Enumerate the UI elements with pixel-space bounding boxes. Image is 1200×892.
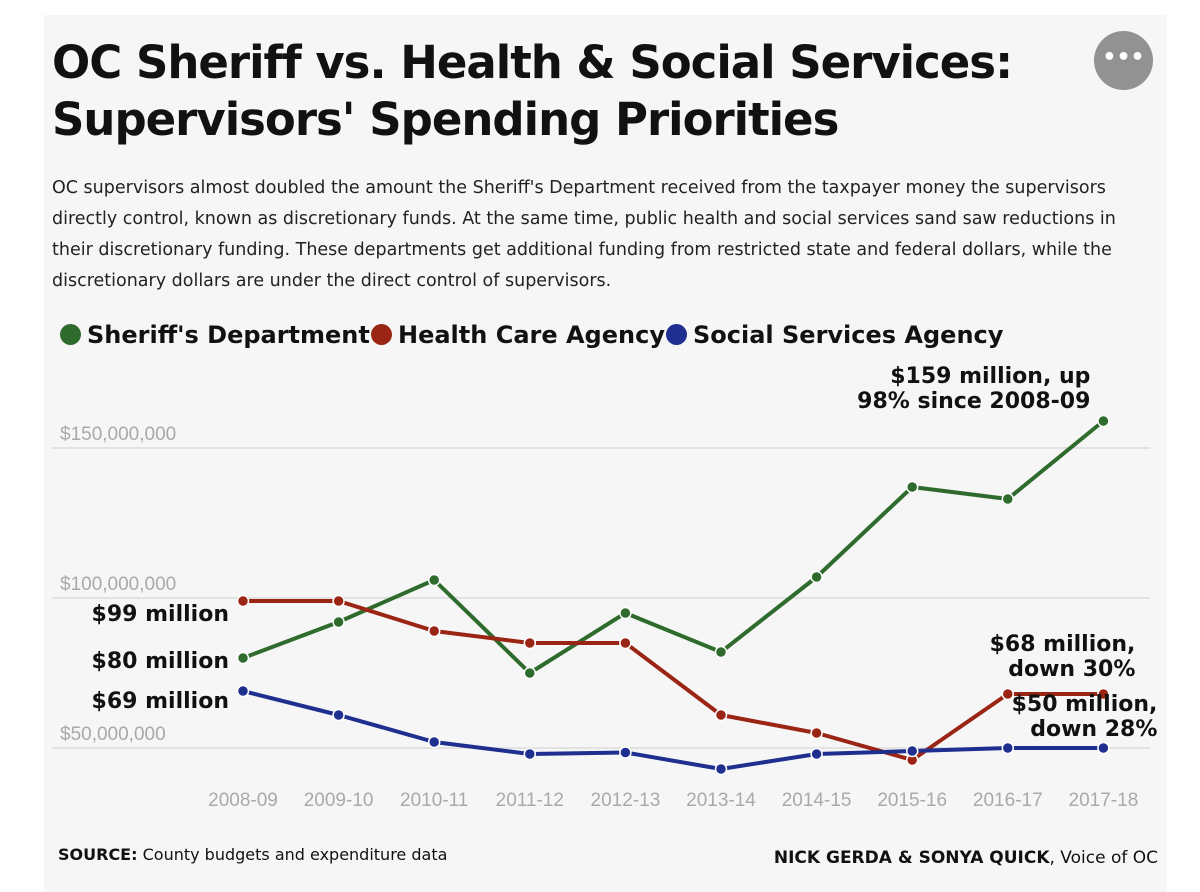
data-point <box>523 747 537 761</box>
data-point <box>714 762 728 776</box>
data-point <box>1097 741 1110 755</box>
legend-label-social: Social Services Agency <box>693 321 1004 349</box>
data-label: $99 million <box>92 602 229 627</box>
data-point <box>905 480 919 494</box>
data-point <box>1001 492 1015 506</box>
data-point <box>619 636 632 650</box>
data-point <box>427 735 441 749</box>
legend-dot-health <box>371 324 392 345</box>
data-point <box>332 615 345 629</box>
data-point <box>1001 741 1015 755</box>
data-point <box>905 744 919 758</box>
y-tick-label: $50,000,000 <box>60 724 166 745</box>
source-text: County budgets and expenditure data <box>137 845 448 864</box>
source-note: SOURCE: County budgets and expenditure d… <box>58 845 447 864</box>
data-point <box>810 570 823 584</box>
data-point <box>427 573 441 587</box>
data-point <box>810 747 823 761</box>
series-line-0 <box>241 419 1106 675</box>
data-point <box>714 645 728 659</box>
data-point <box>523 636 537 650</box>
x-tick-label: 2009-10 <box>304 790 374 811</box>
data-point <box>523 666 537 680</box>
x-tick-label: 2017-18 <box>1069 790 1139 811</box>
data-label: down 30% <box>1008 657 1135 682</box>
credit-outlet: , Voice of OC <box>1049 848 1159 868</box>
data-point <box>1001 687 1015 701</box>
data-label: $50 million, <box>1012 692 1158 717</box>
credit-names: NICK GERDA & SONYA QUICK <box>773 848 1050 868</box>
credit-line: NICK GERDA & SONYA QUICK, Voice of OC <box>774 848 1158 868</box>
data-point <box>1097 414 1110 428</box>
legend-item-sheriff: Sheriff's Department <box>60 317 370 353</box>
data-point <box>332 708 345 722</box>
x-tick-label: 2014-15 <box>782 790 852 811</box>
data-label: $80 million <box>92 649 229 674</box>
data-point <box>810 726 823 740</box>
chart-title: OC Sheriff vs. Health & Social Services:… <box>52 36 1013 146</box>
x-tick-label: 2010-11 <box>400 790 468 811</box>
source-label: SOURCE: <box>58 845 138 864</box>
legend-label-sheriff: Sheriff's Department <box>87 321 370 349</box>
data-point <box>427 624 441 638</box>
legend-label-health: Health Care Agency <box>398 321 665 349</box>
series-line-2 <box>241 689 1106 771</box>
data-point <box>619 606 632 620</box>
x-tick-label: 2016-17 <box>973 790 1043 811</box>
x-tick-label: 2015-16 <box>877 790 947 811</box>
data-point <box>236 594 250 608</box>
data-label: 98% since 2008-09 <box>857 389 1090 414</box>
y-tick-label: $100,000,000 <box>60 574 176 595</box>
data-point <box>619 746 632 759</box>
data-point <box>236 684 250 698</box>
data-label: $159 million, up <box>890 364 1090 389</box>
chart-card <box>44 15 1167 892</box>
y-tick-label: $150,000,000 <box>60 424 176 445</box>
data-label: $69 million <box>92 689 229 714</box>
data-point <box>714 708 728 722</box>
legend-item-health: Health Care Agency <box>371 317 665 353</box>
legend-dot-sheriff <box>60 324 81 345</box>
data-label: down 28% <box>1030 717 1157 742</box>
legend-dot-social <box>666 324 687 345</box>
x-tick-label: 2013-14 <box>686 790 756 811</box>
x-tick-label: 2008-09 <box>208 790 278 811</box>
data-label: $68 million, <box>990 632 1136 657</box>
data-point <box>332 594 345 608</box>
x-tick-label: 2012-13 <box>591 790 661 811</box>
legend-item-social: Social Services Agency <box>666 317 1003 353</box>
x-tick-label: 2011-12 <box>496 790 564 811</box>
series-line-1 <box>241 599 1106 762</box>
more-options-button[interactable]: ••• <box>1094 31 1153 90</box>
data-point <box>1097 687 1110 701</box>
data-point <box>236 651 250 665</box>
chart-subtitle: OC supervisors almost doubled the amount… <box>52 178 1116 291</box>
